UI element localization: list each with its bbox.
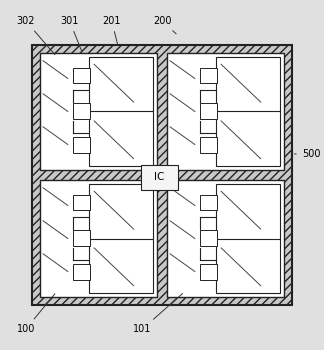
Bar	[89, 57, 153, 166]
Bar	[73, 265, 90, 280]
Bar	[216, 57, 280, 166]
Bar	[200, 195, 217, 210]
Bar	[89, 184, 153, 293]
Text: 201: 201	[102, 16, 121, 44]
Bar	[73, 230, 90, 246]
Bar	[32, 46, 292, 304]
Bar	[73, 103, 90, 119]
Bar	[73, 195, 90, 210]
Bar	[73, 138, 90, 153]
Bar	[200, 103, 217, 119]
Bar	[141, 165, 178, 190]
Bar	[40, 180, 157, 298]
Text: 100: 100	[17, 294, 55, 334]
Bar	[216, 184, 280, 293]
Text: IC: IC	[154, 173, 165, 182]
Bar	[167, 180, 284, 298]
Text: 500: 500	[295, 149, 320, 159]
Bar	[200, 230, 217, 246]
Bar	[200, 265, 217, 280]
Text: 101: 101	[133, 294, 183, 334]
Bar	[73, 68, 90, 83]
Bar	[40, 52, 157, 170]
Bar	[200, 68, 217, 83]
Bar	[167, 52, 284, 170]
Text: 302: 302	[17, 16, 55, 55]
Text: 301: 301	[61, 16, 82, 51]
Text: 200: 200	[153, 16, 176, 34]
Bar	[200, 138, 217, 153]
